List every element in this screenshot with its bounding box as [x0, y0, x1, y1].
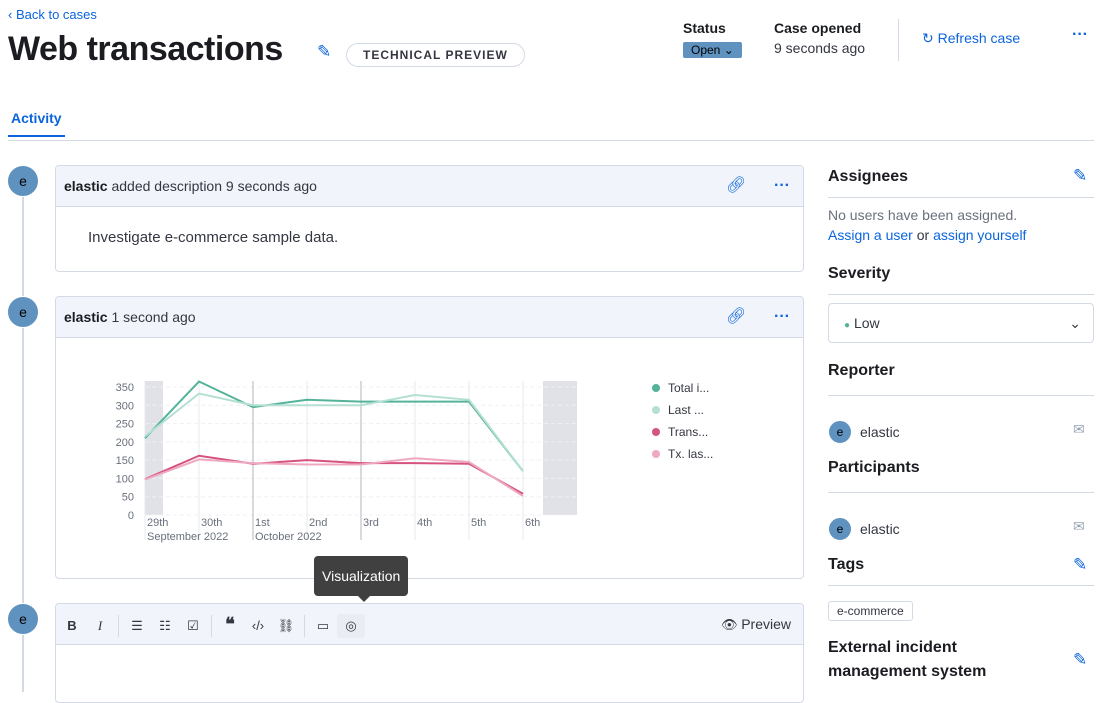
visualization-icon[interactable]: ◎ [337, 614, 365, 638]
external-incident-title: External incident [828, 639, 957, 656]
divider [828, 294, 1094, 295]
comment-user: elastic [64, 178, 108, 194]
comment-description: elastic added description 9 seconds ago … [55, 165, 804, 272]
divider [828, 395, 1094, 396]
avatar: e [7, 165, 39, 197]
or-text: or [916, 227, 930, 243]
comment-body: Investigate e-commerce sample data. [88, 229, 339, 246]
avatar: e [7, 296, 39, 328]
divider [828, 492, 1094, 493]
no-users-text: No users have been assigned. [828, 207, 1018, 223]
severity-select[interactable]: ● Low ⌄ [828, 303, 1094, 343]
more-actions-icon[interactable]: ··· [1072, 26, 1088, 43]
participant-name: elastic [860, 521, 900, 537]
comment-editor: B I ☰ ☷ ☑ ❝ ‹/› ⛓ ▭ ◎ 👁︎ Preview [55, 603, 804, 703]
back-to-cases-link[interactable]: ‹ Back to cases [8, 7, 97, 22]
edit-title-pencil-icon[interactable]: ✎ [317, 42, 332, 61]
more-icon[interactable]: ··· [774, 177, 790, 194]
bold-button[interactable]: B [67, 618, 77, 633]
tags-title: Tags [828, 556, 865, 573]
preview-button[interactable]: 👁︎ Preview [721, 604, 791, 645]
external-incident-title-2: management system [828, 663, 987, 680]
eye-icon: 👁︎ [721, 617, 738, 632]
participants-title: Participants [828, 459, 920, 476]
chevron-down-icon: ⌄ [1069, 315, 1081, 331]
bullet-list-icon[interactable]: ☰ [131, 618, 143, 633]
divider [898, 19, 899, 61]
task-list-icon[interactable]: ☑ [187, 618, 199, 633]
avatar: e [828, 517, 852, 541]
page-title: Web transactions [8, 30, 283, 68]
code-icon[interactable]: ‹/› [251, 618, 265, 633]
assign-yourself-link[interactable]: assign yourself [933, 227, 1027, 243]
tag-badge[interactable]: e-commerce [828, 601, 913, 621]
avatar: e [828, 420, 852, 444]
case-opened-value: 9 seconds ago [774, 40, 866, 56]
reporter-name: elastic [860, 424, 900, 440]
more-icon[interactable]: ··· [774, 308, 790, 325]
reporter-title: Reporter [828, 362, 895, 379]
chevron-down-icon: ⌄ [723, 43, 734, 57]
assignees-title: Assignees [828, 168, 909, 185]
edit-tags-pencil-icon[interactable]: ✎ [1073, 555, 1088, 574]
comment-visualization: elastic 1 second ago 🔗︎ ··· [55, 296, 804, 579]
severity-title: Severity [828, 265, 891, 282]
refresh-icon: ↻ [922, 30, 934, 46]
status-dropdown[interactable]: Open ⌄ [683, 41, 742, 58]
italic-button[interactable]: I [97, 618, 103, 633]
link-icon[interactable]: 🔗︎ [726, 308, 747, 325]
link-icon[interactable]: 🔗︎ [726, 177, 747, 194]
visualization-tooltip: Visualization [314, 556, 409, 602]
case-opened-label: Case opened [774, 20, 862, 36]
tab-bar: Activity [8, 102, 1094, 141]
divider [828, 197, 1094, 198]
quote-icon[interactable]: ❝ [225, 614, 235, 634]
edit-connector-pencil-icon[interactable]: ✎ [1073, 650, 1088, 669]
divider [828, 585, 1094, 586]
assign-user-link[interactable]: Assign a user [828, 227, 913, 243]
comment-action: added description 9 seconds ago [111, 178, 317, 194]
numbered-list-icon[interactable]: ☷ [159, 618, 171, 633]
avatar: e [7, 603, 39, 635]
comment-action: 1 second ago [111, 309, 196, 325]
comment-user: elastic [64, 309, 108, 325]
timeline-line [22, 182, 24, 692]
email-icon[interactable]: ✉ [1073, 421, 1085, 437]
refresh-case-button[interactable]: ↻ Refresh case [922, 30, 1021, 46]
email-icon[interactable]: ✉ [1073, 518, 1085, 534]
status-label: Status [683, 20, 726, 36]
comment-icon[interactable]: ▭ [316, 618, 330, 633]
link-icon[interactable]: ⛓ [277, 618, 295, 633]
chevron-left-icon: ‹ [8, 7, 16, 22]
tab-activity[interactable]: Activity [8, 110, 65, 137]
edit-assignees-pencil-icon[interactable]: ✎ [1073, 166, 1088, 185]
severity-dot-icon: ● [844, 320, 851, 331]
technical-preview-badge: TECHNICAL PREVIEW [346, 43, 525, 67]
